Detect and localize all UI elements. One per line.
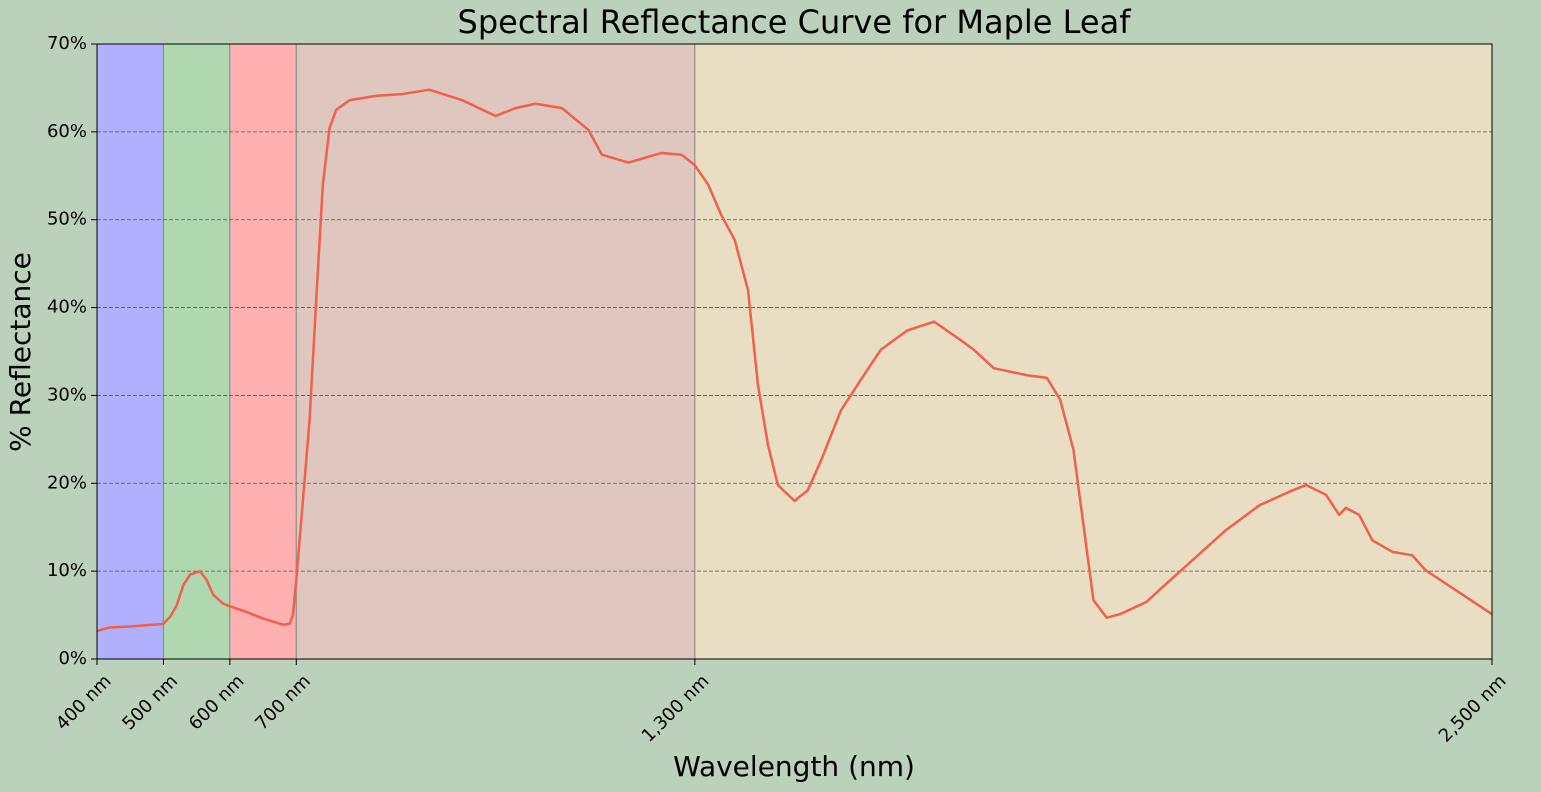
chart-title: Spectral Reflectance Curve for Maple Lea…: [458, 3, 1132, 41]
y-tick-label: 70%: [47, 33, 87, 54]
y-tick-label: 60%: [47, 121, 87, 142]
x-tick-label: 500 nm: [118, 671, 182, 735]
band: [694, 43, 1493, 660]
y-tick-label: 50%: [47, 209, 87, 230]
line-series: [96, 88, 1493, 633]
band: [295, 43, 696, 660]
y-tick-label: 0%: [58, 648, 87, 669]
band: [162, 43, 231, 660]
x-tick-label: 700 nm: [251, 671, 315, 735]
x-tick-label: 2,500 nm: [1435, 671, 1511, 747]
y-tick-label: 40%: [47, 297, 87, 318]
y-tick-label: 20%: [47, 472, 87, 493]
y-axis-label: % Reflectance: [4, 252, 37, 452]
x-tick-label: 400 nm: [52, 671, 116, 735]
y-tick-label: 30%: [47, 384, 87, 405]
band: [229, 43, 297, 660]
y-tick-label: 10%: [47, 560, 87, 581]
x-axis-label: Wavelength (nm): [673, 750, 915, 783]
x-tick-label: 1,300 nm: [638, 671, 714, 747]
plot-frame: [96, 43, 1493, 660]
x-tick-label: 600 nm: [185, 671, 249, 735]
band: [96, 43, 164, 660]
